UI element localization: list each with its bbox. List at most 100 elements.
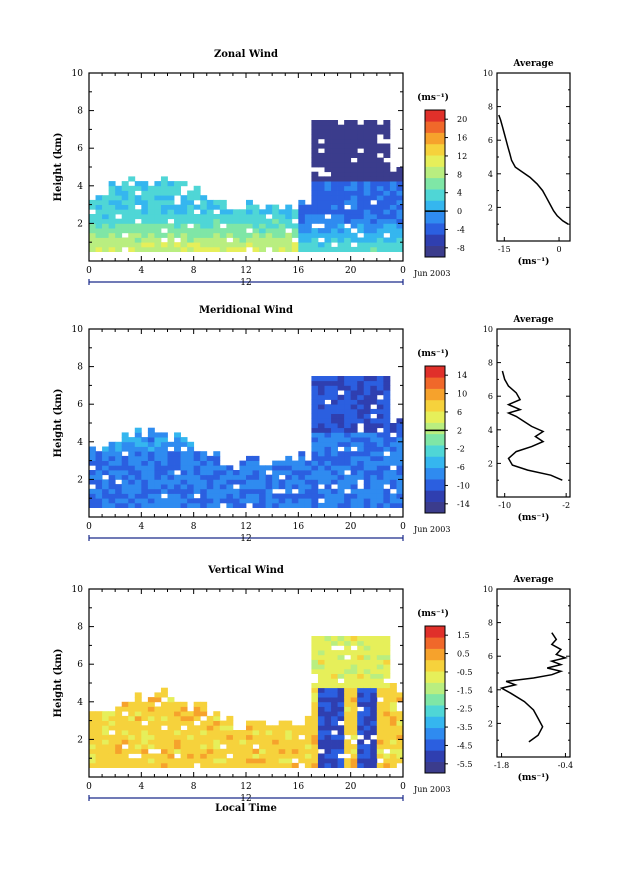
zonal-heatmap-cell	[370, 232, 378, 238]
vertical-heatmap-cell	[311, 687, 319, 693]
vertical-heatmap-cell	[206, 734, 214, 740]
vertical-heatmap-cell	[115, 734, 123, 740]
zonal-heatmap-cell	[141, 246, 149, 252]
vertical-heatmap-cell	[95, 753, 103, 759]
zonal-heatmap-cell	[357, 134, 365, 140]
zonal-heatmap-cell	[187, 204, 195, 210]
vertical-heatmap-cell	[89, 753, 96, 759]
zonal-heatmap-cell	[324, 246, 332, 252]
meridional-heatmap-cell	[154, 484, 162, 490]
zonal-heatmap-cell	[89, 223, 96, 229]
vertical-heatmap-cell	[370, 664, 378, 670]
vertical-heatmap-cell	[206, 762, 214, 768]
zonal-heatmap-cell	[337, 138, 345, 144]
vertical-heatmap-cell	[357, 739, 365, 745]
vertical-heatmap-cell	[121, 715, 129, 721]
meridional-heatmap-cell	[324, 385, 332, 391]
meridional-heatmap-cell	[317, 460, 325, 466]
zonal-heatmap-cell	[278, 214, 286, 220]
meridional-heatmap-cell	[167, 502, 175, 508]
zonal-heatmap-cell	[108, 199, 116, 205]
meridional-heatmap-cell	[102, 479, 110, 485]
meridional-heatmap	[89, 376, 404, 508]
zonal-colorbar-swatch	[425, 177, 445, 190]
vertical-colorbar-swatch	[425, 637, 445, 649]
meridional-heatmap-cell	[317, 413, 325, 419]
vertical-heatmap-cell	[200, 748, 208, 754]
zonal-heatmap-cell	[331, 181, 338, 187]
zonal-heatmap-cell	[141, 232, 149, 238]
meridional-heatmap-cell	[147, 493, 155, 499]
vertical-heatmap-cell	[337, 673, 345, 679]
zonal-heatmap-cell	[317, 176, 325, 182]
vertical-heatmap-cell	[304, 725, 312, 731]
meridional-heatmap-cell	[147, 470, 155, 476]
meridional-heatmap-cell	[134, 470, 142, 476]
zonal-heatmap-cell	[121, 195, 129, 201]
zonal-heatmap-cell	[167, 204, 175, 210]
zonal-heatmap-cell	[193, 204, 201, 210]
vertical-heatmap-cell	[121, 753, 129, 759]
meridional-heatmap-cell	[350, 390, 358, 396]
vertical-heatmap-cell	[128, 744, 136, 750]
meridional-heatmap-cell	[154, 502, 162, 508]
vertical-heatmap-cell	[396, 697, 404, 703]
vertical-heatmap-cell	[317, 636, 325, 642]
vertical-heatmap-cell	[298, 744, 306, 750]
meridional-heatmap-cell	[337, 484, 345, 490]
vertical-heatmap-cell	[363, 697, 371, 703]
zonal-heatmap-cell	[370, 167, 378, 173]
vertical-y-tick-label: 2	[77, 735, 83, 745]
zonal-heatmap-cell	[141, 209, 149, 215]
meridional-heatmap-cell	[180, 502, 188, 508]
meridional-heatmap-cell	[102, 446, 110, 452]
zonal-heatmap-cell	[298, 199, 306, 205]
zonal-heatmap-cell	[134, 214, 142, 220]
vertical-heatmap-cell	[350, 706, 358, 712]
vertical-heatmap-cell	[357, 758, 365, 764]
vertical-y-tick-label: 8	[77, 623, 83, 633]
zonal-heatmap-cell	[383, 214, 391, 220]
vertical-heatmap-cell	[350, 697, 358, 703]
meridional-heatmap-cell	[252, 484, 260, 490]
zonal-heatmap-cell	[337, 134, 345, 140]
meridional-heatmap-cell	[232, 493, 240, 499]
zonal-heatmap-cell	[331, 134, 338, 140]
meridional-heatmap-cell	[376, 399, 384, 405]
vertical-heatmap-cell	[344, 715, 352, 721]
vertical-heatmap-cell	[252, 730, 260, 736]
zonal-heatmap-cell	[389, 195, 397, 201]
zonal-heatmap-cell	[383, 218, 391, 224]
meridional-title: Meridional Wind	[199, 305, 293, 316]
vertical-heatmap-cell	[376, 739, 384, 745]
vertical-heatmap-cell	[376, 711, 384, 717]
meridional-heatmap-cell	[154, 498, 162, 504]
zonal-heatmap-cell	[167, 232, 175, 238]
vertical-heatmap-cell	[331, 739, 338, 745]
vertical-heatmap-cell	[278, 748, 286, 754]
meridional-heatmap-cell	[259, 470, 267, 476]
meridional-heatmap-cell	[193, 474, 201, 480]
meridional-heatmap-cell	[331, 446, 338, 452]
meridional-heatmap-cell	[304, 498, 312, 504]
meridional-heatmap-cell	[324, 408, 332, 414]
meridional-heatmap-cell	[147, 460, 155, 466]
zonal-heatmap-cell	[160, 214, 168, 220]
vertical-heatmap-cell	[344, 748, 352, 754]
zonal-heatmap-cell	[187, 246, 195, 252]
vertical-heatmap-cell	[304, 744, 312, 750]
meridional-heatmap-cell	[167, 441, 175, 447]
meridional-heatmap-cell	[232, 474, 240, 480]
meridional-heatmap-cell	[363, 437, 371, 443]
vertical-heatmap-cell	[383, 697, 391, 703]
vertical-heatmap-cell	[89, 715, 96, 721]
vertical-heatmap-cell	[200, 701, 208, 707]
vertical-heatmap-cell	[160, 762, 168, 768]
vertical-heatmap-cell	[265, 730, 273, 736]
zonal-heatmap-cell	[219, 237, 227, 243]
vertical-heatmap-cell	[370, 654, 378, 660]
meridional-heatmap-cell	[108, 441, 116, 447]
zonal-heatmap-cell	[389, 204, 397, 210]
meridional-heatmap-cell	[370, 432, 378, 438]
zonal-heatmap-cell	[350, 190, 358, 196]
